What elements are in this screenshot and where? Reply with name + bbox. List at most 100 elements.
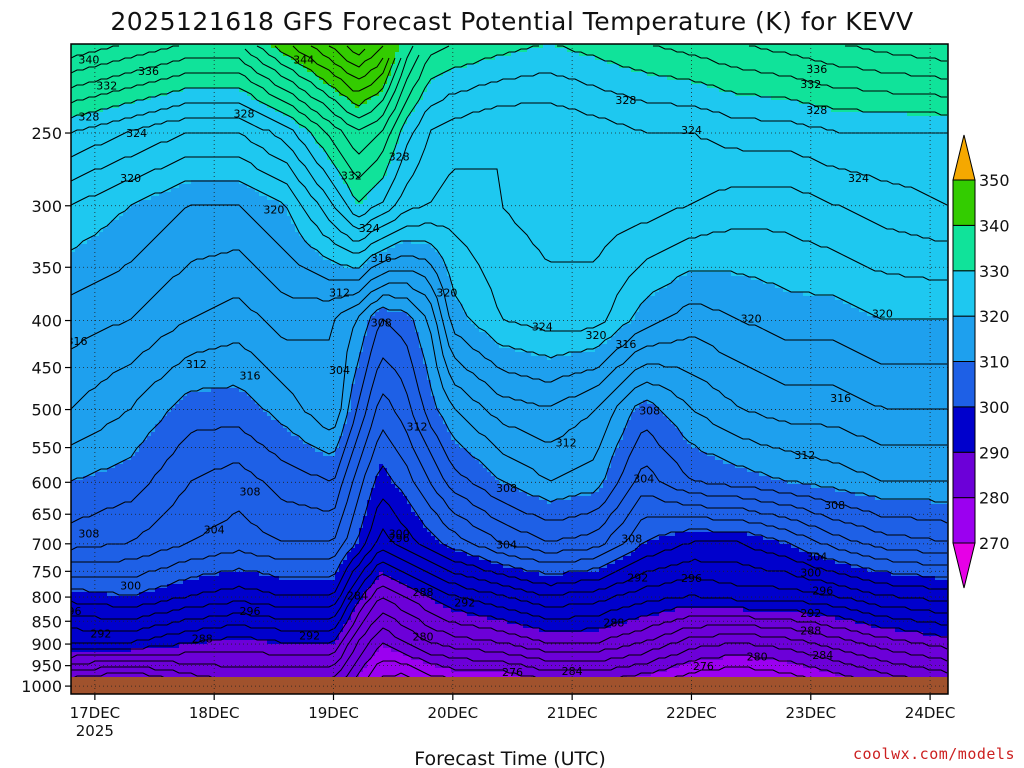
band-cell <box>483 48 488 53</box>
band-cell <box>183 96 188 101</box>
band-cell <box>695 68 700 73</box>
band-cell <box>887 88 892 93</box>
band-cell <box>771 68 776 73</box>
band-cell <box>247 128 252 133</box>
band-cell <box>423 128 428 133</box>
band-cell <box>139 72 144 77</box>
band-cell <box>267 80 272 85</box>
band-cell <box>83 120 88 125</box>
band-cell <box>567 124 572 129</box>
band-cell <box>679 88 684 93</box>
band-cell <box>943 88 948 93</box>
band-cell <box>423 88 428 93</box>
band-cell <box>503 108 508 113</box>
band-cell <box>227 100 232 105</box>
band-cell <box>131 96 136 101</box>
band-cell <box>455 108 460 113</box>
band-cell <box>295 112 300 117</box>
band-cell <box>555 76 560 81</box>
band-cell <box>779 68 784 73</box>
band-cell <box>791 116 796 121</box>
band-cell <box>319 108 324 113</box>
band-cell <box>851 112 856 117</box>
band-cell <box>263 76 268 81</box>
band-cell <box>551 52 556 57</box>
band-cell <box>855 124 860 129</box>
band-cell <box>803 72 808 77</box>
band-cell <box>651 108 656 113</box>
band-cell <box>179 108 184 113</box>
band-cell <box>779 104 784 109</box>
band-cell <box>135 44 140 49</box>
band-cell <box>623 132 628 137</box>
band-cell <box>531 92 536 97</box>
band-cell <box>691 64 696 69</box>
band-cell <box>683 44 688 49</box>
band-cell <box>363 120 368 125</box>
band-cell <box>667 56 672 61</box>
band-cell <box>703 128 708 133</box>
band-cell <box>683 64 688 69</box>
band-cell <box>931 104 936 109</box>
band-cell <box>783 52 788 57</box>
band-cell <box>295 132 300 137</box>
band-cell <box>159 104 164 109</box>
band-cell <box>311 128 316 133</box>
band-cell <box>219 128 224 133</box>
band-cell <box>763 108 768 113</box>
band-cell <box>343 116 348 121</box>
band-cell <box>247 80 252 85</box>
band-cell <box>519 92 524 97</box>
band-cell <box>583 80 588 85</box>
band-cell <box>691 124 696 129</box>
band-cell <box>651 104 656 109</box>
band-cell <box>183 108 188 113</box>
band-cell <box>375 84 380 89</box>
band-cell <box>815 92 820 97</box>
band-cell <box>891 68 896 73</box>
band-cell <box>879 116 884 121</box>
band-cell <box>691 92 696 97</box>
band-cell <box>491 124 496 129</box>
band-cell <box>551 44 556 49</box>
band-cell <box>695 92 700 97</box>
band-cell <box>755 56 760 61</box>
band-cell <box>563 128 568 133</box>
band-cell <box>103 52 108 57</box>
band-cell <box>75 120 80 125</box>
band-cell <box>303 112 308 117</box>
band-cell <box>87 92 92 97</box>
band-cell <box>135 96 140 101</box>
band-cell <box>587 48 592 53</box>
band-cell <box>499 76 504 81</box>
band-cell <box>475 128 480 133</box>
band-cell <box>271 116 276 121</box>
band-cell <box>271 124 276 129</box>
band-cell <box>279 56 284 61</box>
band-cell <box>651 60 656 65</box>
band-cell <box>447 64 452 69</box>
band-cell <box>239 124 244 129</box>
band-cell <box>819 112 824 117</box>
band-cell <box>523 120 528 125</box>
band-cell <box>531 124 536 129</box>
band-cell <box>139 84 144 89</box>
band-cell <box>115 100 120 105</box>
band-cell <box>155 108 160 113</box>
band-cell <box>87 48 92 53</box>
band-cell <box>283 128 288 133</box>
band-cell <box>695 64 700 69</box>
band-cell <box>255 64 260 69</box>
band-cell <box>383 120 388 125</box>
band-cell <box>455 128 460 133</box>
band-cell <box>863 116 868 121</box>
band-cell <box>735 100 740 105</box>
band-cell <box>451 132 456 137</box>
band-cell <box>247 132 252 137</box>
band-cell <box>935 76 940 81</box>
band-cell <box>691 116 696 121</box>
band-cell <box>883 96 888 101</box>
band-cell <box>443 132 448 137</box>
band-cell <box>583 120 588 125</box>
band-cell <box>239 116 244 121</box>
